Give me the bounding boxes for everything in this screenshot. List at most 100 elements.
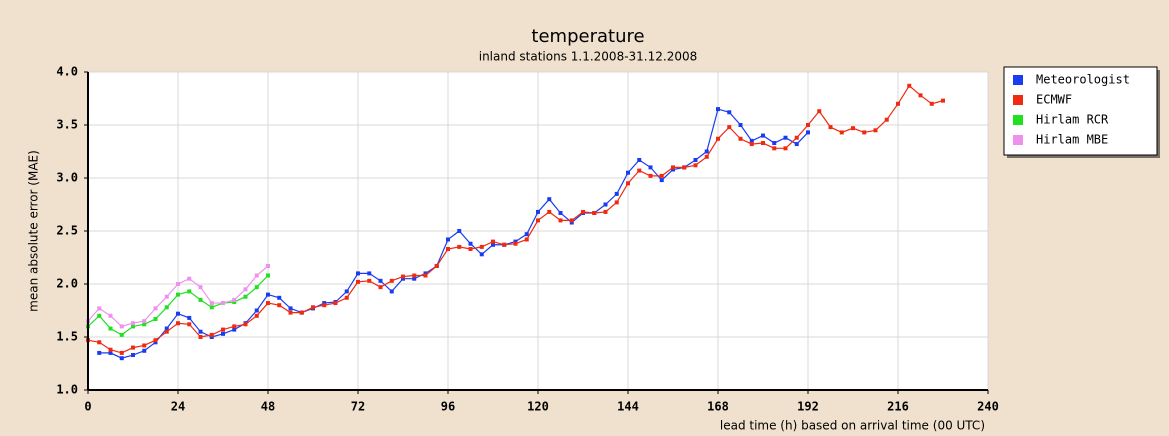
- data-point: [356, 271, 360, 276]
- data-point: [614, 191, 619, 196]
- data-point: [693, 157, 698, 162]
- data-point: [524, 232, 529, 237]
- data-point: [738, 136, 743, 141]
- data-point: [232, 300, 237, 305]
- data-point: [108, 313, 113, 318]
- data-point: [344, 295, 349, 300]
- data-point: [221, 331, 225, 336]
- data-point: [704, 154, 709, 159]
- data-point: [558, 210, 563, 215]
- data-point: [378, 278, 383, 283]
- data-point: [254, 273, 259, 278]
- data-point: [232, 324, 237, 329]
- y-tick-label: 4.0: [56, 65, 78, 79]
- data-point: [209, 301, 214, 306]
- legend-label: ECMWF: [1036, 93, 1072, 107]
- legend-items: Meteorologist ECMWF Hirlam RCR Hirlam MBE: [1013, 73, 1130, 147]
- x-tick-label: 192: [797, 400, 819, 414]
- data-point: [176, 292, 180, 297]
- x-tick-label: 120: [527, 400, 549, 414]
- data-point: [671, 165, 675, 170]
- y-tick-label: 1.5: [56, 330, 78, 344]
- y-tick-label: 3.5: [56, 118, 78, 132]
- data-point: [806, 130, 810, 135]
- data-point: [254, 285, 259, 290]
- data-point: [389, 289, 394, 294]
- x-tick-label: 0: [84, 400, 91, 414]
- data-point: [592, 210, 597, 215]
- data-point: [468, 241, 473, 246]
- data-point: [153, 340, 158, 345]
- data-point: [153, 338, 158, 343]
- data-point: [446, 237, 450, 242]
- data-point: [401, 276, 405, 281]
- data-point: [119, 350, 124, 355]
- data-point: [738, 123, 743, 127]
- data-point: [929, 101, 934, 106]
- data-point: [536, 209, 540, 214]
- x-tick-label: 24: [171, 400, 185, 414]
- data-point: [119, 356, 124, 361]
- data-point: [108, 347, 113, 352]
- data-point: [749, 138, 754, 143]
- y-tick-label: 3.0: [56, 171, 78, 185]
- data-point: [446, 247, 450, 252]
- data-point: [626, 181, 630, 186]
- series-group: [86, 83, 945, 361]
- data-point: [356, 279, 360, 284]
- data-point: [682, 165, 687, 170]
- data-point: [187, 322, 192, 327]
- data-point: [153, 316, 158, 321]
- data-point: [727, 110, 732, 115]
- data-point: [333, 301, 338, 306]
- data-point: [266, 301, 270, 306]
- data-point: [198, 297, 203, 302]
- data-point: [839, 130, 844, 135]
- chart-title: temperature: [531, 26, 644, 47]
- data-point: [277, 303, 282, 308]
- data-point: [97, 306, 102, 311]
- data-point: [142, 348, 147, 353]
- data-point: [648, 173, 653, 178]
- data-point: [794, 135, 799, 140]
- data-point: [603, 202, 608, 207]
- data-point: [491, 239, 495, 244]
- data-point: [772, 141, 777, 146]
- data-point: [198, 329, 203, 334]
- data-point: [637, 157, 642, 162]
- y-axis-label: mean absolute error (MAE): [27, 150, 41, 312]
- data-point: [783, 146, 788, 151]
- data-point: [288, 310, 293, 315]
- data-point: [187, 289, 192, 294]
- data-point: [783, 135, 788, 140]
- data-point: [524, 237, 529, 242]
- data-point: [176, 311, 180, 316]
- data-point: [918, 93, 923, 98]
- data-point: [513, 239, 518, 244]
- legend: [1003, 66, 1158, 156]
- data-point: [907, 83, 912, 88]
- data-point: [547, 197, 552, 202]
- data-point: [322, 301, 327, 306]
- data-point: [153, 306, 158, 311]
- x-tick-label: 72: [351, 400, 365, 414]
- data-point: [209, 332, 214, 337]
- x-tick-label: 216: [887, 400, 909, 414]
- data-point: [704, 149, 709, 154]
- data-point: [97, 350, 102, 355]
- data-point: [772, 146, 777, 151]
- data-point: [457, 244, 462, 249]
- data-point: [254, 313, 259, 318]
- data-point: [389, 278, 394, 283]
- data-point: [243, 294, 248, 299]
- data-point: [502, 242, 507, 247]
- data-point: [108, 326, 113, 331]
- data-point: [468, 247, 473, 252]
- data-point: [164, 326, 169, 331]
- data-point: [367, 271, 372, 276]
- legend-swatch: [1013, 75, 1023, 85]
- data-point: [243, 287, 248, 292]
- data-point: [164, 294, 169, 299]
- data-point: [277, 295, 282, 300]
- data-point: [412, 273, 417, 278]
